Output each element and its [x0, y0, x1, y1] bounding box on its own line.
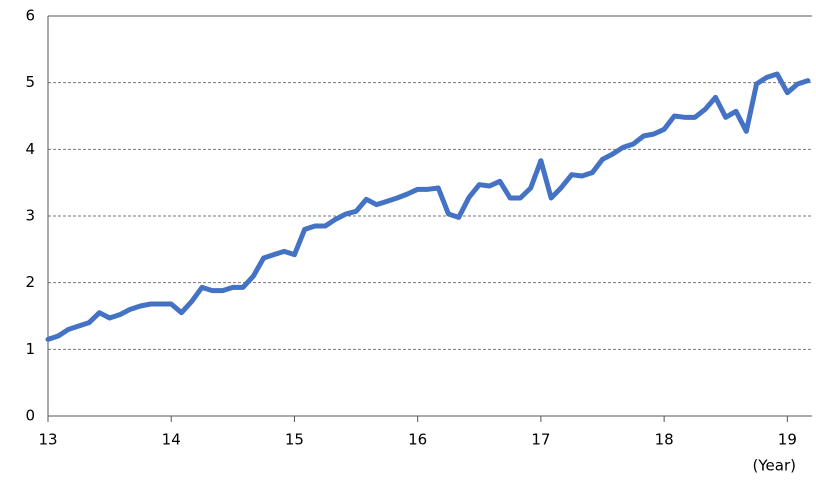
x-tick-label: 17	[531, 431, 550, 449]
x-tick-label: 19	[778, 431, 797, 449]
x-tick-label: 18	[655, 431, 674, 449]
x-axis-label: (Year)	[753, 457, 796, 475]
y-tick-label: 3	[25, 207, 35, 225]
y-tick-label: 4	[25, 140, 35, 158]
line-series	[45, 71, 811, 342]
y-tick-label: 0	[25, 407, 35, 425]
x-tick-label: 15	[285, 431, 304, 449]
x-tick-label: 14	[162, 431, 181, 449]
y-tick-label: 2	[25, 273, 35, 291]
y-tick-label: 6	[25, 7, 35, 25]
y-tick-label: 5	[25, 73, 35, 91]
x-tick-label: 13	[38, 431, 57, 449]
x-tick-label: 16	[408, 431, 427, 449]
y-tick-label: 1	[25, 340, 35, 358]
